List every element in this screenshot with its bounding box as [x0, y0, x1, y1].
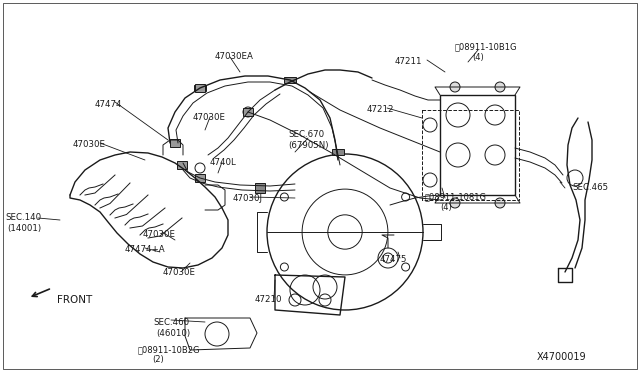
Text: 47474+A: 47474+A [125, 245, 166, 254]
Text: SEC.140: SEC.140 [5, 213, 41, 222]
Text: (4): (4) [440, 203, 452, 212]
Text: 4740L: 4740L [210, 158, 237, 167]
Text: (67905N): (67905N) [288, 141, 328, 150]
Bar [332, 149, 344, 155]
Text: X4700019: X4700019 [537, 352, 587, 362]
Circle shape [450, 82, 460, 92]
Bar [195, 84, 205, 92]
Text: (14001): (14001) [7, 224, 41, 233]
Text: ⓝ08911-1081G: ⓝ08911-1081G [425, 192, 487, 201]
Bar [195, 174, 205, 182]
Text: 47030E: 47030E [193, 113, 226, 122]
Text: 47475: 47475 [380, 255, 408, 264]
Text: 47030E: 47030E [163, 268, 196, 277]
Text: ⓝ08911-10B2G: ⓝ08911-10B2G [138, 345, 200, 354]
Text: (4): (4) [472, 53, 484, 62]
Text: 47210: 47210 [255, 295, 282, 304]
Bar [284, 77, 296, 83]
Text: SEC.670: SEC.670 [288, 130, 324, 139]
Text: 47030E: 47030E [73, 140, 106, 149]
Text: ⓝ08911-10B1G: ⓝ08911-10B1G [455, 42, 518, 51]
Bar [243, 108, 253, 116]
Bar [177, 161, 187, 169]
Bar [440, 95, 515, 195]
Bar [255, 183, 265, 193]
Text: 47211: 47211 [395, 57, 422, 66]
Bar [170, 139, 180, 147]
Text: 47474: 47474 [95, 100, 122, 109]
Text: FRONT: FRONT [57, 295, 92, 305]
Text: (46010): (46010) [156, 329, 190, 338]
Text: (2): (2) [152, 355, 164, 364]
Text: 47030J: 47030J [233, 194, 263, 203]
Bar [422, 110, 519, 200]
Circle shape [495, 82, 505, 92]
Text: SEC.460: SEC.460 [153, 318, 189, 327]
Circle shape [495, 198, 505, 208]
Circle shape [450, 198, 460, 208]
Text: SEC.465: SEC.465 [572, 183, 608, 192]
Text: 47030EA: 47030EA [215, 52, 254, 61]
Text: 47030E: 47030E [143, 230, 176, 239]
Text: 47212: 47212 [367, 105, 394, 114]
Bar [194, 85, 206, 91]
